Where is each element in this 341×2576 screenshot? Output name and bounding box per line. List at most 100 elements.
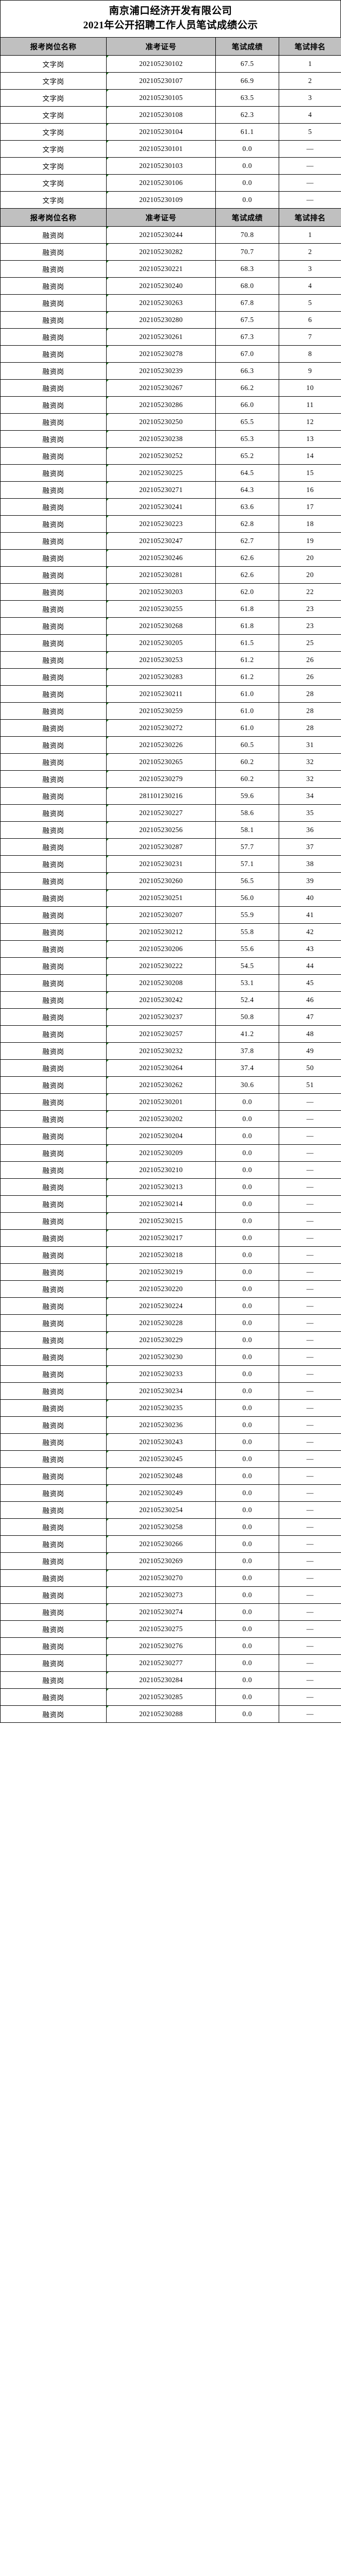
- cell-exam-number: 202105230272: [106, 719, 216, 737]
- cell-comment-marker-icon: [107, 1196, 109, 1198]
- cell-exam-number: 202105230280: [106, 311, 216, 329]
- table-header-row: 报考岗位名称 准考证号 笔试成绩 笔试排名: [0, 37, 341, 56]
- cell-comment-marker-icon: [107, 1570, 109, 1572]
- cell-comment-marker-icon: [107, 839, 109, 841]
- cell-post-name: 融资岗: [0, 1535, 107, 1553]
- table-row: 融资岗 202105230252 65.2 14: [0, 447, 341, 465]
- exam-number-text: 202105230243: [139, 1438, 183, 1446]
- cell-written-score: 62.6: [215, 549, 279, 567]
- cell-comment-marker-icon: [107, 192, 109, 194]
- cell-exam-number: 202105230103: [106, 157, 216, 175]
- cell-post-name: 融资岗: [0, 243, 107, 261]
- cell-written-score: 0.0: [215, 1399, 279, 1417]
- cell-written-score: 0.0: [215, 1637, 279, 1655]
- cell-exam-number: 202105230255: [106, 600, 216, 618]
- cell-post-name: 融资岗: [0, 294, 107, 312]
- cell-written-rank: 12: [279, 413, 341, 431]
- cell-post-name: 融资岗: [0, 345, 107, 363]
- table-row: 融资岗 202105230249 0.0—: [0, 1484, 341, 1502]
- cell-exam-number: 202105230230: [106, 1348, 216, 1366]
- cell-post-name: 融资岗: [0, 1688, 107, 1706]
- cell-comment-marker-icon: [107, 1213, 109, 1215]
- cell-post-name: 融资岗: [0, 1178, 107, 1196]
- cell-comment-marker-icon: [107, 1077, 109, 1079]
- cell-comment-marker-icon: [107, 141, 109, 143]
- table-row: 融资岗 202105230239 66.3 9: [0, 362, 341, 380]
- cell-post-name: 融资岗: [0, 736, 107, 754]
- cell-written-score: 66.0: [215, 396, 279, 414]
- cell-comment-marker-icon: [107, 1553, 109, 1555]
- exam-number-text: 202105230217: [139, 1234, 183, 1242]
- cell-exam-number: 202105230211: [106, 685, 216, 703]
- cell-written-rank: —: [279, 1297, 341, 1315]
- cell-written-score: 67.8: [215, 294, 279, 312]
- table-row: 融资岗 202105230237 50.8 47: [0, 1008, 341, 1026]
- cell-written-score: 62.8: [215, 515, 279, 533]
- cell-exam-number: 202105230202: [106, 1110, 216, 1128]
- cell-written-score: 61.8: [215, 600, 279, 618]
- table-row: 融资岗 202105230277 0.0—: [0, 1654, 341, 1672]
- cell-written-rank: 13: [279, 430, 341, 448]
- cell-written-rank: 46: [279, 991, 341, 1009]
- cell-exam-number: 202105230107: [106, 72, 216, 90]
- exam-number-text: 202105230239: [139, 367, 183, 375]
- cell-post-name: 融资岗: [0, 838, 107, 856]
- cell-post-name: 融资岗: [0, 770, 107, 788]
- cell-written-score: 68.0: [215, 277, 279, 295]
- cell-written-score: 58.6: [215, 804, 279, 822]
- cell-post-name: 融资岗: [0, 1671, 107, 1689]
- page-title-line-1: 南京浦口经济开发有限公司: [109, 6, 232, 16]
- table-row: 融资岗 202105230244 70.8 1: [0, 226, 341, 244]
- cell-written-score: 0.0: [215, 1212, 279, 1230]
- cell-comment-marker-icon: [107, 567, 109, 569]
- table-row: 融资岗 202105230274 0.0—: [0, 1603, 341, 1621]
- table-row: 融资岗 202105230219 0.0—: [0, 1263, 341, 1281]
- document-title-block: 南京浦口经济开发有限公司 2021年公开招聘工作人员笔试成绩公示: [0, 0, 341, 38]
- cell-written-score: 0.0: [215, 1654, 279, 1672]
- cell-written-rank: —: [279, 1195, 341, 1213]
- cell-comment-marker-icon: [107, 1349, 109, 1351]
- cell-post-name: 融资岗: [0, 379, 107, 397]
- cell-comment-marker-icon: [107, 737, 109, 739]
- cell-written-rank: —: [279, 1569, 341, 1587]
- exam-number-text: 202105230270: [139, 1574, 183, 1582]
- cell-written-score: 64.5: [215, 464, 279, 482]
- cell-comment-marker-icon: [107, 90, 109, 92]
- cell-post-name: 文字岗: [0, 123, 107, 141]
- exam-number-text: 202105230234: [139, 1387, 183, 1395]
- cell-written-rank: 26: [279, 651, 341, 669]
- cell-written-score: 50.8: [215, 1008, 279, 1026]
- cell-written-rank: 35: [279, 804, 341, 822]
- cell-written-score: 66.3: [215, 362, 279, 380]
- column-header-exam-no: 准考证号: [106, 37, 216, 56]
- cell-post-name: 融资岗: [0, 515, 107, 533]
- cell-exam-number: 202105230283: [106, 668, 216, 686]
- table-row: 融资岗 202105230283 61.2 26: [0, 668, 341, 686]
- exam-number-text: 202105230232: [139, 1047, 183, 1055]
- exam-number-text: 202105230279: [139, 775, 183, 783]
- cell-comment-marker-icon: [107, 805, 109, 807]
- cell-comment-marker-icon: [107, 533, 109, 535]
- cell-written-score: 0.0: [215, 1586, 279, 1604]
- cell-exam-number: 202105230275: [106, 1620, 216, 1638]
- cell-post-name: 融资岗: [0, 1093, 107, 1111]
- cell-written-rank: 19: [279, 532, 341, 550]
- cell-written-rank: 9: [279, 362, 341, 380]
- cell-written-score: 62.3: [215, 106, 279, 124]
- cell-written-rank: —: [279, 1518, 341, 1536]
- exam-number-text: 202105230246: [139, 554, 183, 562]
- cell-written-score: 0.0: [215, 1280, 279, 1298]
- cell-written-score: 66.9: [215, 72, 279, 90]
- cell-post-name: 融资岗: [0, 651, 107, 669]
- cell-comment-marker-icon: [107, 1587, 109, 1589]
- cell-exam-number: 202105230237: [106, 1008, 216, 1026]
- exam-number-text: 202105230211: [139, 690, 183, 698]
- cell-written-score: 65.5: [215, 413, 279, 431]
- exam-number-text: 202105230238: [139, 435, 183, 443]
- cell-written-score: 0.0: [215, 1144, 279, 1162]
- cell-written-rank: —: [279, 1467, 341, 1485]
- cell-post-name: 融资岗: [0, 532, 107, 550]
- cell-exam-number: 202105230262: [106, 1076, 216, 1094]
- cell-written-score: 56.0: [215, 889, 279, 907]
- table-row: 融资岗 202105230222 54.5 44: [0, 957, 341, 975]
